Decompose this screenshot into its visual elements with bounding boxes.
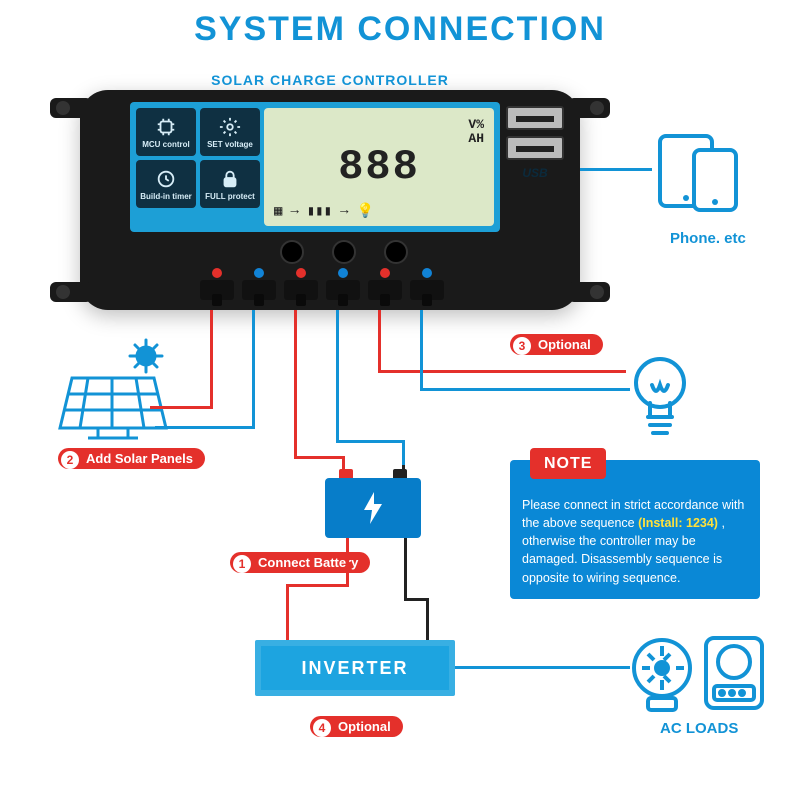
wire-solar-pos-h [150,406,213,409]
step-1-label: 1Connect Battery [230,552,370,573]
btn-right[interactable] [384,240,408,264]
wire-solar-pos-v [210,310,213,406]
wire-usb-to-phone [580,168,652,171]
ac-loads-label: AC LOADS [660,720,738,737]
note-highlight: (Install: 1234) [638,516,718,530]
chip-icon [155,116,177,138]
usb-output: USB [504,106,566,180]
clock-icon [155,168,177,190]
wire-batt-pos-v [294,310,297,456]
solar-charge-controller: SOLAR CHARGE CONTROLLER MCU control Buil… [80,90,580,310]
ac-loads-icon [628,628,768,718]
phone-icon [650,130,750,220]
lcd-display: 888 V%AH ▦→ ▮▮▮→ 💡 [264,108,494,226]
battery-icon [325,478,421,538]
wire-load-pos-h [378,370,626,373]
main-title: SYSTEM CONNECTION [0,10,800,49]
control-buttons [280,240,408,264]
lcd-unit: V%AH [468,118,484,147]
wire-batt-neg-v [336,310,339,440]
feature-mcu: MCU control [136,108,196,156]
wire-load-neg-v [420,310,423,388]
lightbulb-icon [620,345,700,445]
lock-icon [219,168,241,190]
inverter-block: INVERTER [255,640,455,696]
step-2-label: 2Add Solar Panels [58,448,205,469]
battery-icon: ▮▮▮ [307,203,332,220]
wire-batt-neg-h [336,440,402,443]
feature-full-protect: FULL protect [200,160,260,208]
btn-left[interactable] [280,240,304,264]
btn-menu[interactable] [332,240,356,264]
usb-label: USB [522,166,547,180]
wire-batt-pos-h [294,456,342,459]
wire-solar-neg-h [155,426,255,429]
wire-inv-pos-h [286,584,349,587]
bulb-icon: 💡 [357,203,374,220]
step-3-label: 3Optional [510,334,603,355]
wire-inv-neg-h [404,598,426,601]
diagram-canvas: SYSTEM CONNECTION SOLAR CHARGE CONTROLLE… [0,0,800,800]
wire-inv-pos-v [346,538,349,584]
bolt-icon [360,490,386,526]
terminal-block [200,280,444,300]
wire-ac-h [455,666,630,669]
wire-load-pos-v [378,310,381,370]
gear-icon [219,116,241,138]
solar-panel-icon: ▦ [274,203,282,220]
controller-title: SOLAR CHARGE CONTROLLER [80,72,580,88]
wire-batt-neg-drop [402,465,405,478]
feature-set-voltage: SET voltage [200,108,260,156]
step-4-label: 4Optional [310,716,403,737]
usb-port-2[interactable] [506,136,564,160]
feature-timer: Build-in timer [136,160,196,208]
solar-panel-icon [58,338,178,448]
controller-front-panel: MCU control Build-in timer SET voltage F… [130,102,500,232]
note-box: NOTE Please connect in strict accordance… [510,460,760,599]
wire-inv-pos-v2 [286,584,289,640]
wire-batt-pos-v2 [342,456,345,478]
note-head: NOTE [530,448,606,479]
usb-port-1[interactable] [506,106,564,130]
wire-load-neg-h [420,388,630,391]
phone-label: Phone. etc [670,230,746,247]
wire-solar-neg-v [252,310,255,426]
lcd-status-icons: ▦→ ▮▮▮→ 💡 [274,203,484,220]
lcd-value: 888 [338,143,420,191]
wire-inv-neg-v2 [426,598,429,640]
wire-inv-neg-v [404,538,407,598]
